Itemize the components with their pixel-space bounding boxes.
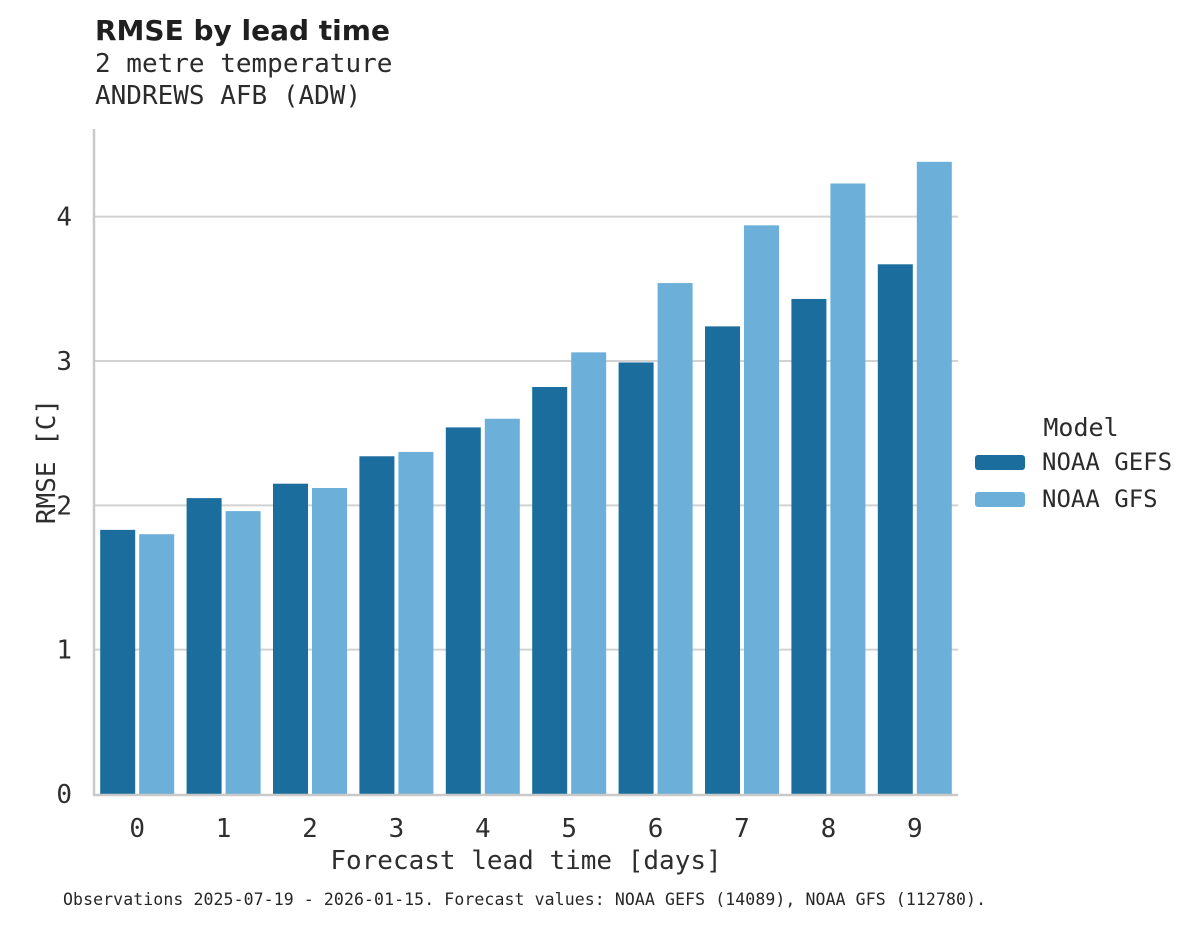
x-tick-label: 8 [821,814,837,844]
x-tick-label: 9 [907,814,923,844]
bar-noaa-gefs-5 [532,386,568,794]
y-tick-label: 2 [56,491,72,521]
chart-subtitle: 2 metre temperature [95,49,393,79]
legend-title: Model [1043,413,1119,442]
bar-noaa-gfs-5 [571,352,607,794]
bar-noaa-gefs-3 [359,456,395,794]
bar-noaa-gfs-8 [830,183,866,794]
bar-noaa-gefs-2 [273,483,308,794]
y-tick-label: 3 [56,347,72,377]
bar-noaa-gfs-0 [139,534,175,794]
legend-item: NOAA GEFS [975,448,1187,476]
bar-noaa-gefs-7 [705,326,740,794]
legend-label: NOAA GFS [1042,485,1158,513]
x-tick-label: 1 [216,814,232,844]
y-axis-label: RMSE [C] [32,399,62,524]
legend: Model NOAA GEFS NOAA GFS [975,413,1187,522]
bar-noaa-gefs-8 [791,298,827,794]
bar-noaa-gfs-3 [398,451,434,794]
x-tick-label: 2 [302,814,318,844]
y-tick-label: 0 [56,780,72,810]
x-tick-label: 4 [475,814,491,844]
bar-noaa-gefs-4 [445,427,481,794]
legend-item: NOAA GFS [975,485,1187,513]
x-tick-label: 3 [389,814,405,844]
chart-header: RMSE by lead time 2 metre temperature AN… [95,14,392,112]
x-tick-label: 0 [129,814,145,844]
y-tick-label: 4 [56,203,72,233]
legend-swatch-gfs [975,491,1025,507]
legend-label: NOAA GEFS [1042,448,1173,476]
bar-noaa-gfs-9 [916,161,952,794]
bar-noaa-gefs-1 [186,498,222,794]
x-tick-label: 6 [648,814,664,844]
x-axis-label: Forecast lead time [days] [330,846,721,876]
bar-noaa-gfs-6 [657,283,693,794]
x-tick-label: 7 [734,814,750,844]
caption: Observations 2025-07-19 - 2026-01-15. Fo… [63,890,987,909]
legend-swatch-gefs [975,454,1025,470]
chart-title: RMSE by lead time [95,14,390,47]
bar-noaa-gfs-1 [225,511,261,794]
bar-noaa-gfs-4 [484,418,520,794]
bar-noaa-gefs-9 [877,264,913,794]
x-tick-label: 5 [561,814,577,844]
bar-noaa-gfs-7 [744,225,779,795]
y-tick-label: 1 [56,636,72,666]
bar-noaa-gfs-2 [312,488,347,794]
chart-station: ANDREWS AFB (ADW) [95,81,362,111]
bar-noaa-gefs-0 [100,529,136,794]
bar-noaa-gefs-6 [618,362,654,794]
